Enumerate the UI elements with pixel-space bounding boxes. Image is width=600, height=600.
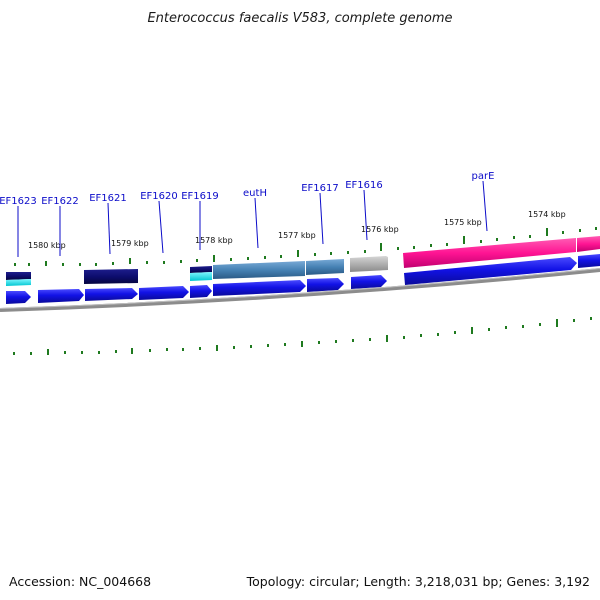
tick-label: 1578 kbp xyxy=(195,236,233,245)
gene-label-ef1616: EF1616 xyxy=(345,180,383,241)
accession-text: Accession: NC_004668 xyxy=(9,574,151,589)
feature-track xyxy=(6,236,600,286)
tick-label: 1576 kbp xyxy=(361,225,399,234)
cds-track xyxy=(6,254,600,304)
cds-arrow[interactable] xyxy=(190,285,212,298)
cds-arrow[interactable] xyxy=(213,280,306,296)
gene-label-ef1620: EF1620 xyxy=(140,191,178,254)
tick-label: 1575 kbp xyxy=(444,218,482,227)
cds-arrow[interactable] xyxy=(404,257,577,285)
gene-feature-ef1623[interactable] xyxy=(6,272,31,286)
gene-label-ef1619: EF1619 xyxy=(181,191,219,250)
gene-feature-ef1616[interactable] xyxy=(350,256,388,272)
gene-feature-ef1621[interactable] xyxy=(84,269,138,284)
tick-label: 1574 kbp xyxy=(528,210,566,219)
outer-tick-row xyxy=(14,227,597,266)
svg-text:EF1617: EF1617 xyxy=(301,183,339,194)
svg-text:EF1619: EF1619 xyxy=(181,191,219,202)
cds-arrow[interactable] xyxy=(6,291,31,304)
tick-label: 1577 kbp xyxy=(278,231,316,240)
gene-feature-next[interactable] xyxy=(577,236,600,252)
topology-text: Topology: circular; Length: 3,218,031 bp… xyxy=(246,574,590,589)
genome-backbone xyxy=(0,268,600,312)
tick-label: 1580 kbp xyxy=(28,241,66,250)
cds-arrow[interactable] xyxy=(85,288,138,301)
svg-text:EF1621: EF1621 xyxy=(89,193,127,204)
svg-text:EF1616: EF1616 xyxy=(345,180,383,191)
gene-feature-pare[interactable] xyxy=(403,238,576,268)
cds-arrow[interactable] xyxy=(307,278,344,292)
map-title: Enterococcus faecalis V583, complete gen… xyxy=(147,11,452,26)
gene-label-ef1621: EF1621 xyxy=(89,193,127,255)
gene-feature-ef1617[interactable] xyxy=(306,259,344,275)
tick-label: 1579 kbp xyxy=(111,239,149,248)
cds-arrow[interactable] xyxy=(38,289,84,303)
gene-feature-euth[interactable] xyxy=(213,261,305,279)
svg-text:EF1622: EF1622 xyxy=(41,196,79,207)
cds-arrow[interactable] xyxy=(578,254,600,268)
svg-text:eutH: eutH xyxy=(243,188,267,199)
inner-tick-row xyxy=(13,317,592,355)
gene-labels: EF1623 EF1622 EF1621 EF1620 EF1619 eutH … xyxy=(0,171,494,257)
cds-arrow[interactable] xyxy=(351,275,387,289)
svg-text:parE: parE xyxy=(472,171,495,182)
gene-label-ef1617: EF1617 xyxy=(301,183,339,245)
svg-text:EF1623: EF1623 xyxy=(0,196,37,207)
cds-arrow[interactable] xyxy=(139,286,189,300)
gene-label-ef1622: EF1622 xyxy=(41,196,79,256)
tick-labels: 1580 kbp 1579 kbp 1578 kbp 1577 kbp 1576… xyxy=(28,210,566,250)
gene-feature-ef1619[interactable] xyxy=(190,266,212,281)
gene-label-pare: parE xyxy=(472,171,495,232)
gene-label-ef1623: EF1623 xyxy=(0,196,37,257)
svg-text:EF1620: EF1620 xyxy=(140,191,178,202)
gene-label-euth: eutH xyxy=(243,188,267,249)
